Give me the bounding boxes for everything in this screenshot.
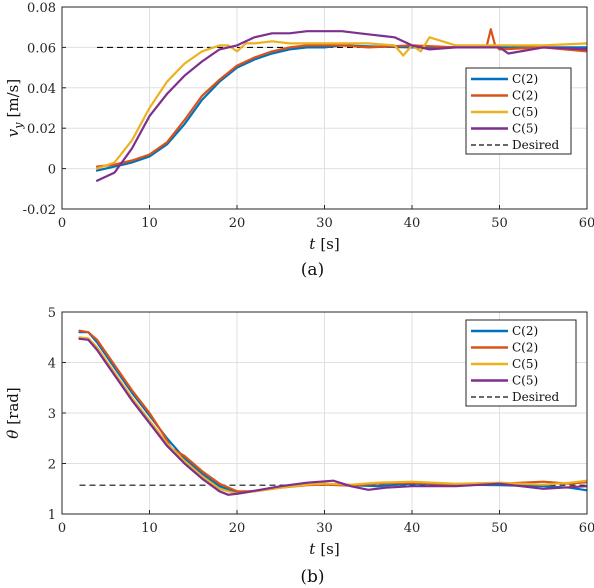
legend-label-3: C(5) <box>512 122 538 136</box>
y-tick-label: 4 <box>48 357 56 372</box>
y-axis-variable: θ <box>4 430 22 439</box>
x-tick-label: 0 <box>58 521 66 536</box>
x-tick-label: 50 <box>491 521 508 536</box>
legend-label-0: C(2) <box>512 72 538 86</box>
series-line-3 <box>95 30 587 182</box>
series-line-1 <box>95 28 587 168</box>
x-tick-label: 10 <box>141 216 158 231</box>
x-axis-variable: t <box>309 235 316 253</box>
y-tick-label: 0.02 <box>27 122 56 137</box>
legend-box <box>465 67 572 155</box>
y-tick-label: 3 <box>48 407 56 422</box>
legend: C(2) C(2) C(5) C(5) Desired <box>465 67 572 155</box>
x-axis-unit: [s] <box>320 235 339 253</box>
figure-caption: (a) <box>301 260 324 280</box>
x-axis-label: t [s] <box>309 540 339 558</box>
data-layer <box>95 28 587 182</box>
y-tick-label: 5 <box>48 306 56 321</box>
x-tick-label: 50 <box>491 216 508 231</box>
x-tick-label: 30 <box>316 216 333 231</box>
legend-label-4: Desired <box>512 138 560 152</box>
legend-label-4: Desired <box>512 390 560 404</box>
y-axis-unit: [rad] <box>4 387 22 424</box>
x-axis-unit: [s] <box>320 540 339 558</box>
chart-panel-b: 0 10 20 30 40 50 60 1 2 3 4 5 t [s] θ [rad] C(2) C(2) C(5)… <box>4 306 594 587</box>
x-axis-variable: t <box>309 540 316 558</box>
legend-label-1: C(2) <box>512 89 538 103</box>
axes-frame <box>61 6 588 210</box>
x-tick-label: 20 <box>229 521 246 536</box>
y-axis-unit: [m/s] <box>4 79 22 118</box>
data-layer <box>78 329 587 496</box>
x-tick-label: 20 <box>229 216 246 231</box>
y-axis-label: vy [m/s] <box>4 79 25 137</box>
legend-label-2: C(5) <box>512 357 538 371</box>
x-tick-label: 60 <box>579 216 594 231</box>
y-axis-label: θ [rad] <box>4 387 22 438</box>
x-tick-label: 60 <box>579 521 594 536</box>
figure-caption: (b) <box>300 567 324 587</box>
legend-label-3: C(5) <box>512 374 538 388</box>
legend-label-1: C(2) <box>512 341 538 355</box>
y-tick-label: 0.06 <box>27 41 56 56</box>
y-tick-label: -0.02 <box>23 203 56 218</box>
x-tick-label: 40 <box>404 216 421 231</box>
x-axis-label: t [s] <box>309 235 339 253</box>
x-tick-label: 0 <box>58 216 66 231</box>
x-tick-label: 40 <box>404 521 421 536</box>
y-axis-subscript: y <box>12 122 25 130</box>
y-tick-label: 2 <box>48 458 56 473</box>
legend-label-0: C(2) <box>512 324 538 338</box>
legend: C(2) C(2) C(5) C(5) Desired <box>465 319 577 407</box>
y-tick-label: 0 <box>48 163 56 178</box>
y-tick-label: 0.04 <box>27 82 56 97</box>
axes-frame <box>61 311 588 515</box>
x-tick-label: 30 <box>316 521 333 536</box>
y-tick-label: 0.08 <box>27 1 56 16</box>
x-tick-label: 10 <box>141 521 158 536</box>
legend-label-2: C(5) <box>512 105 538 119</box>
y-tick-label: 1 <box>48 508 56 523</box>
y-axis-variable: v <box>4 128 22 137</box>
series-line-2 <box>95 36 587 170</box>
series-line-3 <box>78 337 587 496</box>
